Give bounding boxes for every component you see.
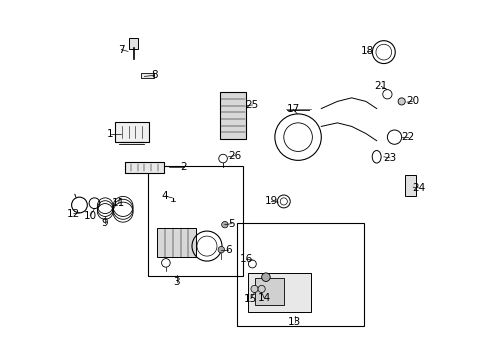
Text: 1: 1 [107, 129, 114, 139]
Circle shape [261, 273, 270, 282]
Bar [157, 228, 196, 257]
Text: 16: 16 [240, 254, 253, 264]
Text: 24: 24 [411, 183, 424, 193]
Text: 6: 6 [224, 245, 231, 255]
Text: 11: 11 [112, 198, 125, 208]
Bar [255, 278, 283, 305]
Text: 21: 21 [374, 81, 387, 91]
Text: 3: 3 [173, 277, 180, 287]
Circle shape [218, 247, 224, 253]
Circle shape [397, 98, 405, 105]
Bar [141, 73, 154, 78]
Bar [115, 122, 149, 141]
Text: 12: 12 [67, 208, 80, 219]
Text: 8: 8 [151, 70, 158, 80]
Text: 13: 13 [287, 317, 301, 327]
Text: 19: 19 [264, 197, 277, 206]
Text: 25: 25 [245, 100, 259, 110]
Text: 2: 2 [180, 162, 187, 172]
Text: 23: 23 [383, 153, 396, 163]
Text: 20: 20 [405, 96, 418, 107]
Text: 26: 26 [227, 151, 241, 161]
Text: 9: 9 [102, 217, 108, 228]
Bar [237, 223, 364, 327]
Text: 4: 4 [162, 191, 168, 201]
Text: 5: 5 [228, 219, 235, 229]
Text: 10: 10 [83, 211, 97, 221]
Text: 15: 15 [244, 294, 257, 303]
Text: 18: 18 [360, 46, 373, 57]
Bar [405, 175, 415, 196]
Circle shape [250, 285, 258, 293]
Text: 7: 7 [118, 45, 124, 55]
Circle shape [258, 285, 264, 293]
Bar [247, 273, 310, 312]
Bar [148, 166, 242, 276]
Text: 17: 17 [286, 104, 299, 114]
Bar [124, 162, 164, 173]
Text: 22: 22 [400, 132, 413, 142]
Text: 14: 14 [257, 293, 270, 303]
Bar [219, 93, 246, 139]
Circle shape [221, 221, 227, 228]
Bar [129, 38, 138, 49]
